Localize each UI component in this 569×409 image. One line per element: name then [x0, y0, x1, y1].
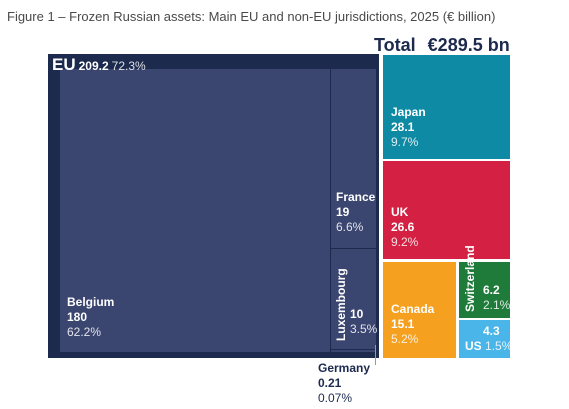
total-value: €289.5 bn [427, 35, 510, 55]
france-value: 19 [336, 205, 350, 219]
japan-value: 28.1 [391, 120, 415, 134]
switzerland-value: 6.2 [483, 283, 500, 297]
germany-pct: 0.07% [318, 391, 353, 405]
us-name: US [465, 339, 482, 353]
treemap-cell-belgium: Belgium 180 62.2% [60, 69, 330, 352]
uk-name: UK [391, 205, 409, 219]
treemap-cell-us: 4.3 US 1.5% [459, 320, 513, 358]
treemap-cell-switzerland: Switzerland 6.2 2.1% [459, 245, 511, 318]
germany-name: Germany [318, 361, 371, 375]
treemap-cell-france: France 19 6.6% [331, 69, 376, 248]
belgium-name: Belgium [67, 295, 115, 309]
eu-heading: EU 209.2 72.3% [52, 55, 146, 75]
belgium-pct: 62.2% [67, 325, 102, 339]
uk-pct: 9.2% [391, 235, 419, 249]
eu-pct: 72.3% [111, 59, 146, 73]
germany-leader-line [375, 345, 376, 365]
chart-title: Figure 1 – Frozen Russian assets: Main E… [7, 9, 496, 24]
germany-label: Germany 0.21 0.07% [318, 361, 370, 406]
france-pct: 6.6% [336, 220, 364, 234]
treemap-cell-uk: UK 26.6 9.2% [383, 161, 510, 259]
luxembourg-pct: 3.5% [350, 322, 378, 336]
eu-name: EU [52, 55, 76, 74]
eu-value: 209.2 [78, 59, 109, 73]
france-name: France [336, 190, 376, 204]
belgium-value: 180 [67, 310, 88, 324]
switzerland-name: Switzerland [463, 245, 477, 312]
canada-pct: 5.2% [391, 332, 419, 346]
total-label-text: Total [374, 35, 416, 55]
japan-name: Japan [391, 105, 426, 119]
luxembourg-value: 10 [350, 307, 364, 321]
canada-value: 15.1 [391, 317, 415, 331]
japan-pct: 9.7% [391, 135, 419, 149]
treemap-cell-japan: Japan 28.1 9.7% [383, 55, 510, 159]
switzerland-pct: 2.1% [483, 298, 511, 312]
us-pct: 1.5% [485, 339, 513, 353]
treemap-cell-canada: Canada 15.1 5.2% [383, 262, 456, 358]
luxembourg-name: Luxembourg [334, 268, 348, 341]
uk-value: 26.6 [391, 220, 415, 234]
treemap-cell-luxembourg: Luxembourg 10 3.5% [331, 249, 378, 349]
canada-name: Canada [391, 302, 435, 316]
germany-value: 0.21 [318, 376, 342, 390]
us-value: 4.3 [483, 324, 500, 338]
total-label: Total €289.5 bn [374, 35, 510, 56]
treemap-cell-germany [331, 350, 376, 352]
